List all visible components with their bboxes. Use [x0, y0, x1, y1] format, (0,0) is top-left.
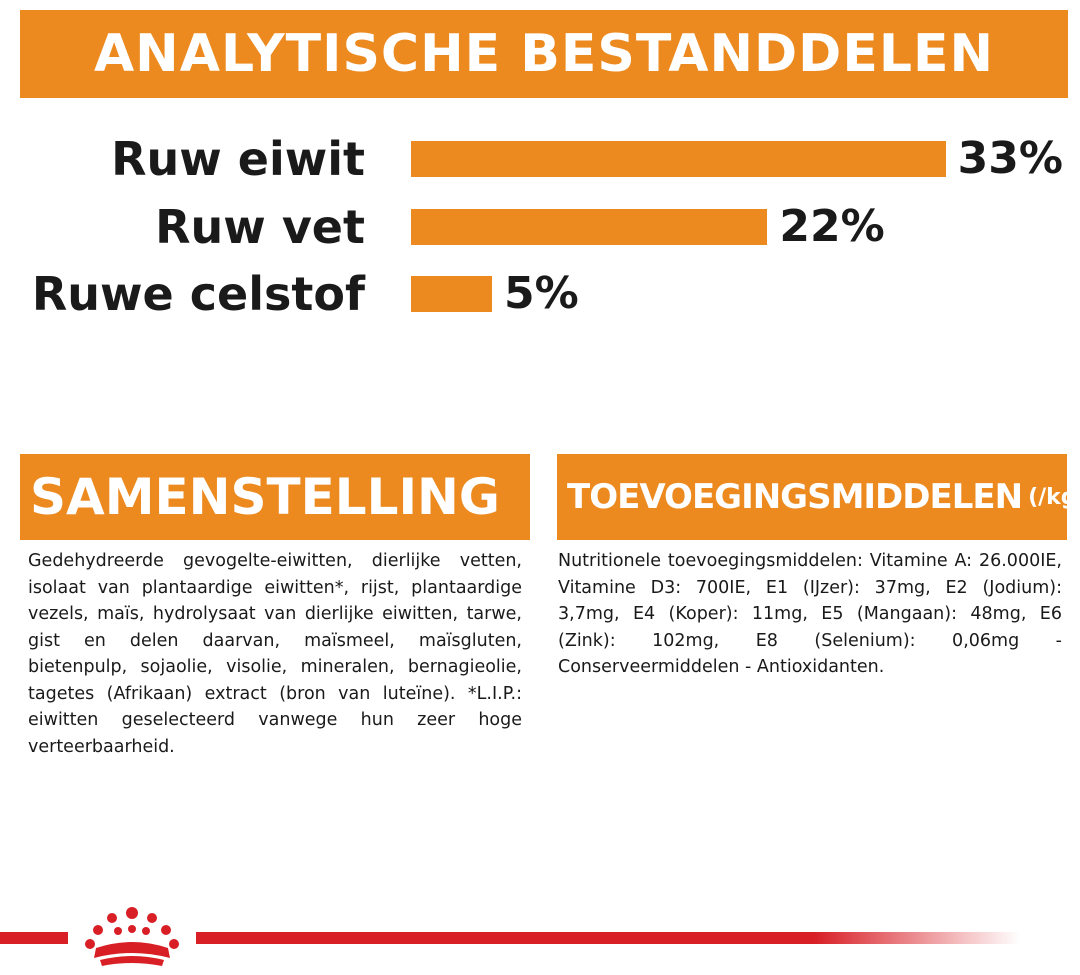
analysis-value: 33% [957, 133, 1063, 184]
analysis-bar [411, 141, 946, 177]
analysis-value: 22% [779, 201, 885, 252]
analysis-row-fibre: Ruwe celstof 5% [0, 264, 1080, 324]
analysis-label: Ruw eiwit [111, 132, 365, 186]
analysis-row-fat: Ruw vet 22% [0, 197, 1080, 257]
composition-text: Gedehydreerde gevogelte-eiwitten, dierli… [28, 551, 522, 757]
footer-line-left [0, 932, 68, 944]
crown-logo-icon [85, 907, 179, 966]
additives-header: TOEVOEGINGSMIDDELEN(/kg) [557, 454, 1067, 540]
footer [0, 900, 1080, 970]
analysis-label: Ruw vet [155, 200, 365, 254]
footer-graphic [0, 907, 1020, 966]
additives-title: TOEVOEGINGSMIDDELEN [567, 477, 1023, 517]
additives-unit: (/kg) [1028, 484, 1067, 510]
composition-header: SAMENSTELLING [20, 454, 530, 540]
additives-text: Nutritionele toevoegingsmiddelen: Vitami… [558, 551, 1062, 677]
composition-title: SAMENSTELLING [30, 468, 500, 526]
analysis-label: Ruwe celstof [31, 267, 365, 321]
analysis-value: 5% [504, 268, 579, 319]
analysis-row-protein: Ruw eiwit 33% [0, 129, 1080, 189]
analysis-bar [411, 276, 492, 312]
page-title-banner: ANALYTISCHE BESTANDDELEN [20, 10, 1068, 98]
page-title: ANALYTISCHE BESTANDDELEN [93, 24, 995, 84]
footer-line-right [196, 932, 1020, 944]
analysis-bar [411, 209, 768, 245]
